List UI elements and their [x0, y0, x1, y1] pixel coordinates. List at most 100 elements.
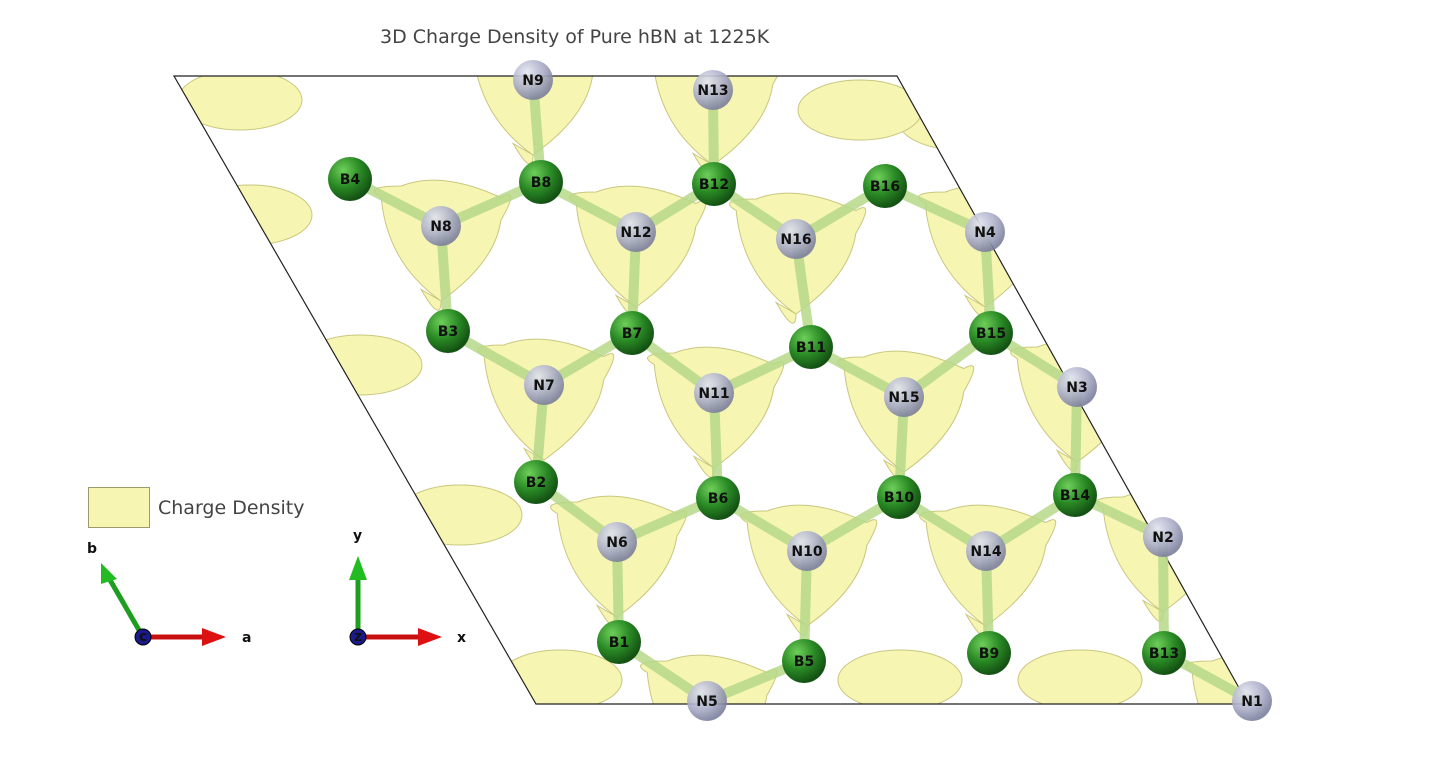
- bonds: [345, 75, 1257, 706]
- atom-label: N15: [888, 390, 919, 406]
- atom-label: B8: [531, 175, 551, 191]
- nitrogen-sphere[interactable]: [966, 531, 1006, 571]
- atom-label: N3: [1066, 380, 1087, 396]
- atom-label: N1: [1241, 694, 1262, 710]
- atom-b8[interactable]: B8: [519, 160, 563, 204]
- legend-swatch: [88, 487, 150, 528]
- boron-sphere[interactable]: [692, 162, 736, 206]
- atom-b11[interactable]: B11: [789, 325, 833, 369]
- atom-label: N13: [697, 83, 728, 99]
- atom-label: B13: [1149, 646, 1179, 662]
- atom-label: N11: [698, 386, 729, 402]
- axis-a-arrowhead: [202, 628, 226, 646]
- atom-label: B15: [976, 326, 1006, 342]
- nitrogen-sphere[interactable]: [513, 60, 553, 100]
- atom-n14[interactable]: N14: [966, 531, 1006, 571]
- atom-label: N9: [522, 73, 543, 89]
- atom-b7[interactable]: B7: [610, 311, 654, 355]
- atom-b5[interactable]: B5: [782, 639, 826, 683]
- atom-label: B11: [796, 340, 826, 356]
- atoms[interactable]: B1 B2 B3 B4 B5 B6 B7 B8 B9 B10 B11 B12 B13 B14 B15 B16 N…: [328, 60, 1272, 721]
- axis-b-arrowhead: [101, 563, 117, 584]
- axis-y-label: y: [353, 528, 362, 544]
- boron-sphere[interactable]: [696, 476, 740, 520]
- atom-n15[interactable]: N15: [884, 377, 924, 417]
- atom-n16[interactable]: N16: [776, 219, 816, 259]
- boron-sphere[interactable]: [863, 164, 907, 208]
- nitrogen-sphere[interactable]: [1232, 681, 1272, 721]
- isosurface-edge-lobe: [297, 334, 423, 396]
- atom-b3[interactable]: B3: [426, 309, 470, 353]
- atom-n5[interactable]: N5: [687, 681, 727, 721]
- atom-n11[interactable]: N11: [694, 373, 734, 413]
- atom-b1[interactable]: B1: [597, 620, 641, 664]
- atom-b9[interactable]: B9: [967, 631, 1011, 675]
- atom-n10[interactable]: N10: [787, 531, 827, 571]
- nitrogen-sphere[interactable]: [687, 681, 727, 721]
- atom-label: N10: [791, 544, 822, 560]
- nitrogen-sphere[interactable]: [616, 212, 656, 252]
- atom-label: N12: [620, 225, 651, 241]
- isosurface-edge-lobe: [497, 649, 623, 704]
- boron-sphere[interactable]: [597, 620, 641, 664]
- atom-b4[interactable]: B4: [328, 157, 372, 201]
- boron-sphere[interactable]: [877, 475, 921, 519]
- nitrogen-sphere[interactable]: [524, 365, 564, 405]
- nitrogen-sphere[interactable]: [597, 522, 637, 562]
- nitrogen-sphere[interactable]: [421, 206, 461, 246]
- atom-n7[interactable]: N7: [524, 365, 564, 405]
- atom-b15[interactable]: B15: [969, 311, 1013, 355]
- nitrogen-sphere[interactable]: [884, 377, 924, 417]
- atom-label: B3: [438, 324, 458, 340]
- boron-sphere[interactable]: [519, 160, 563, 204]
- atom-n3[interactable]: N3: [1057, 367, 1097, 407]
- nitrogen-sphere[interactable]: [965, 212, 1005, 252]
- nitrogen-sphere[interactable]: [1143, 517, 1183, 557]
- boron-sphere[interactable]: [1142, 631, 1186, 675]
- atom-label: B1: [609, 635, 629, 651]
- boron-sphere[interactable]: [782, 639, 826, 683]
- atom-n1[interactable]: N1: [1232, 681, 1272, 721]
- boron-sphere[interactable]: [967, 631, 1011, 675]
- nitrogen-sphere[interactable]: [787, 531, 827, 571]
- boron-sphere[interactable]: [1053, 473, 1097, 517]
- atom-b6[interactable]: B6: [696, 476, 740, 520]
- atom-label: N5: [696, 694, 717, 710]
- boron-sphere[interactable]: [328, 157, 372, 201]
- atom-b13[interactable]: B13: [1142, 631, 1186, 675]
- nitrogen-sphere[interactable]: [1057, 367, 1097, 407]
- atom-n2[interactable]: N2: [1143, 517, 1183, 557]
- atom-label: N2: [1152, 530, 1173, 546]
- atom-n9[interactable]: N9: [513, 60, 553, 100]
- atom-b14[interactable]: B14: [1053, 473, 1097, 517]
- isosurface-edge-lobe: [397, 484, 523, 546]
- atom-b16[interactable]: B16: [863, 164, 907, 208]
- boron-sphere[interactable]: [969, 311, 1013, 355]
- atom-b2[interactable]: B2: [514, 460, 558, 504]
- atom-n4[interactable]: N4: [965, 212, 1005, 252]
- atom-label: B16: [870, 179, 900, 195]
- boron-sphere[interactable]: [610, 311, 654, 355]
- legend: Charge Density: [88, 487, 304, 528]
- atom-n8[interactable]: N8: [421, 206, 461, 246]
- atom-b12[interactable]: B12: [692, 162, 736, 206]
- nitrogen-sphere[interactable]: [776, 219, 816, 259]
- atom-label: N4: [974, 225, 996, 241]
- axis-y-arrowhead: [349, 556, 367, 580]
- atom-label: N6: [606, 535, 627, 551]
- atom-b10[interactable]: B10: [877, 475, 921, 519]
- axis-c-label: c: [139, 629, 147, 645]
- nitrogen-sphere[interactable]: [694, 373, 734, 413]
- boron-sphere[interactable]: [789, 325, 833, 369]
- nitrogen-sphere[interactable]: [693, 70, 733, 110]
- axis-a-label: a: [242, 630, 251, 646]
- atom-label: N8: [430, 219, 451, 235]
- isosurface-edge-lobe: [797, 79, 923, 141]
- atom-n12[interactable]: N12: [616, 212, 656, 252]
- axis-z-label: z: [354, 629, 362, 645]
- boron-sphere[interactable]: [514, 460, 558, 504]
- boron-sphere[interactable]: [426, 309, 470, 353]
- atom-n13[interactable]: N13: [693, 70, 733, 110]
- atom-n6[interactable]: N6: [597, 522, 637, 562]
